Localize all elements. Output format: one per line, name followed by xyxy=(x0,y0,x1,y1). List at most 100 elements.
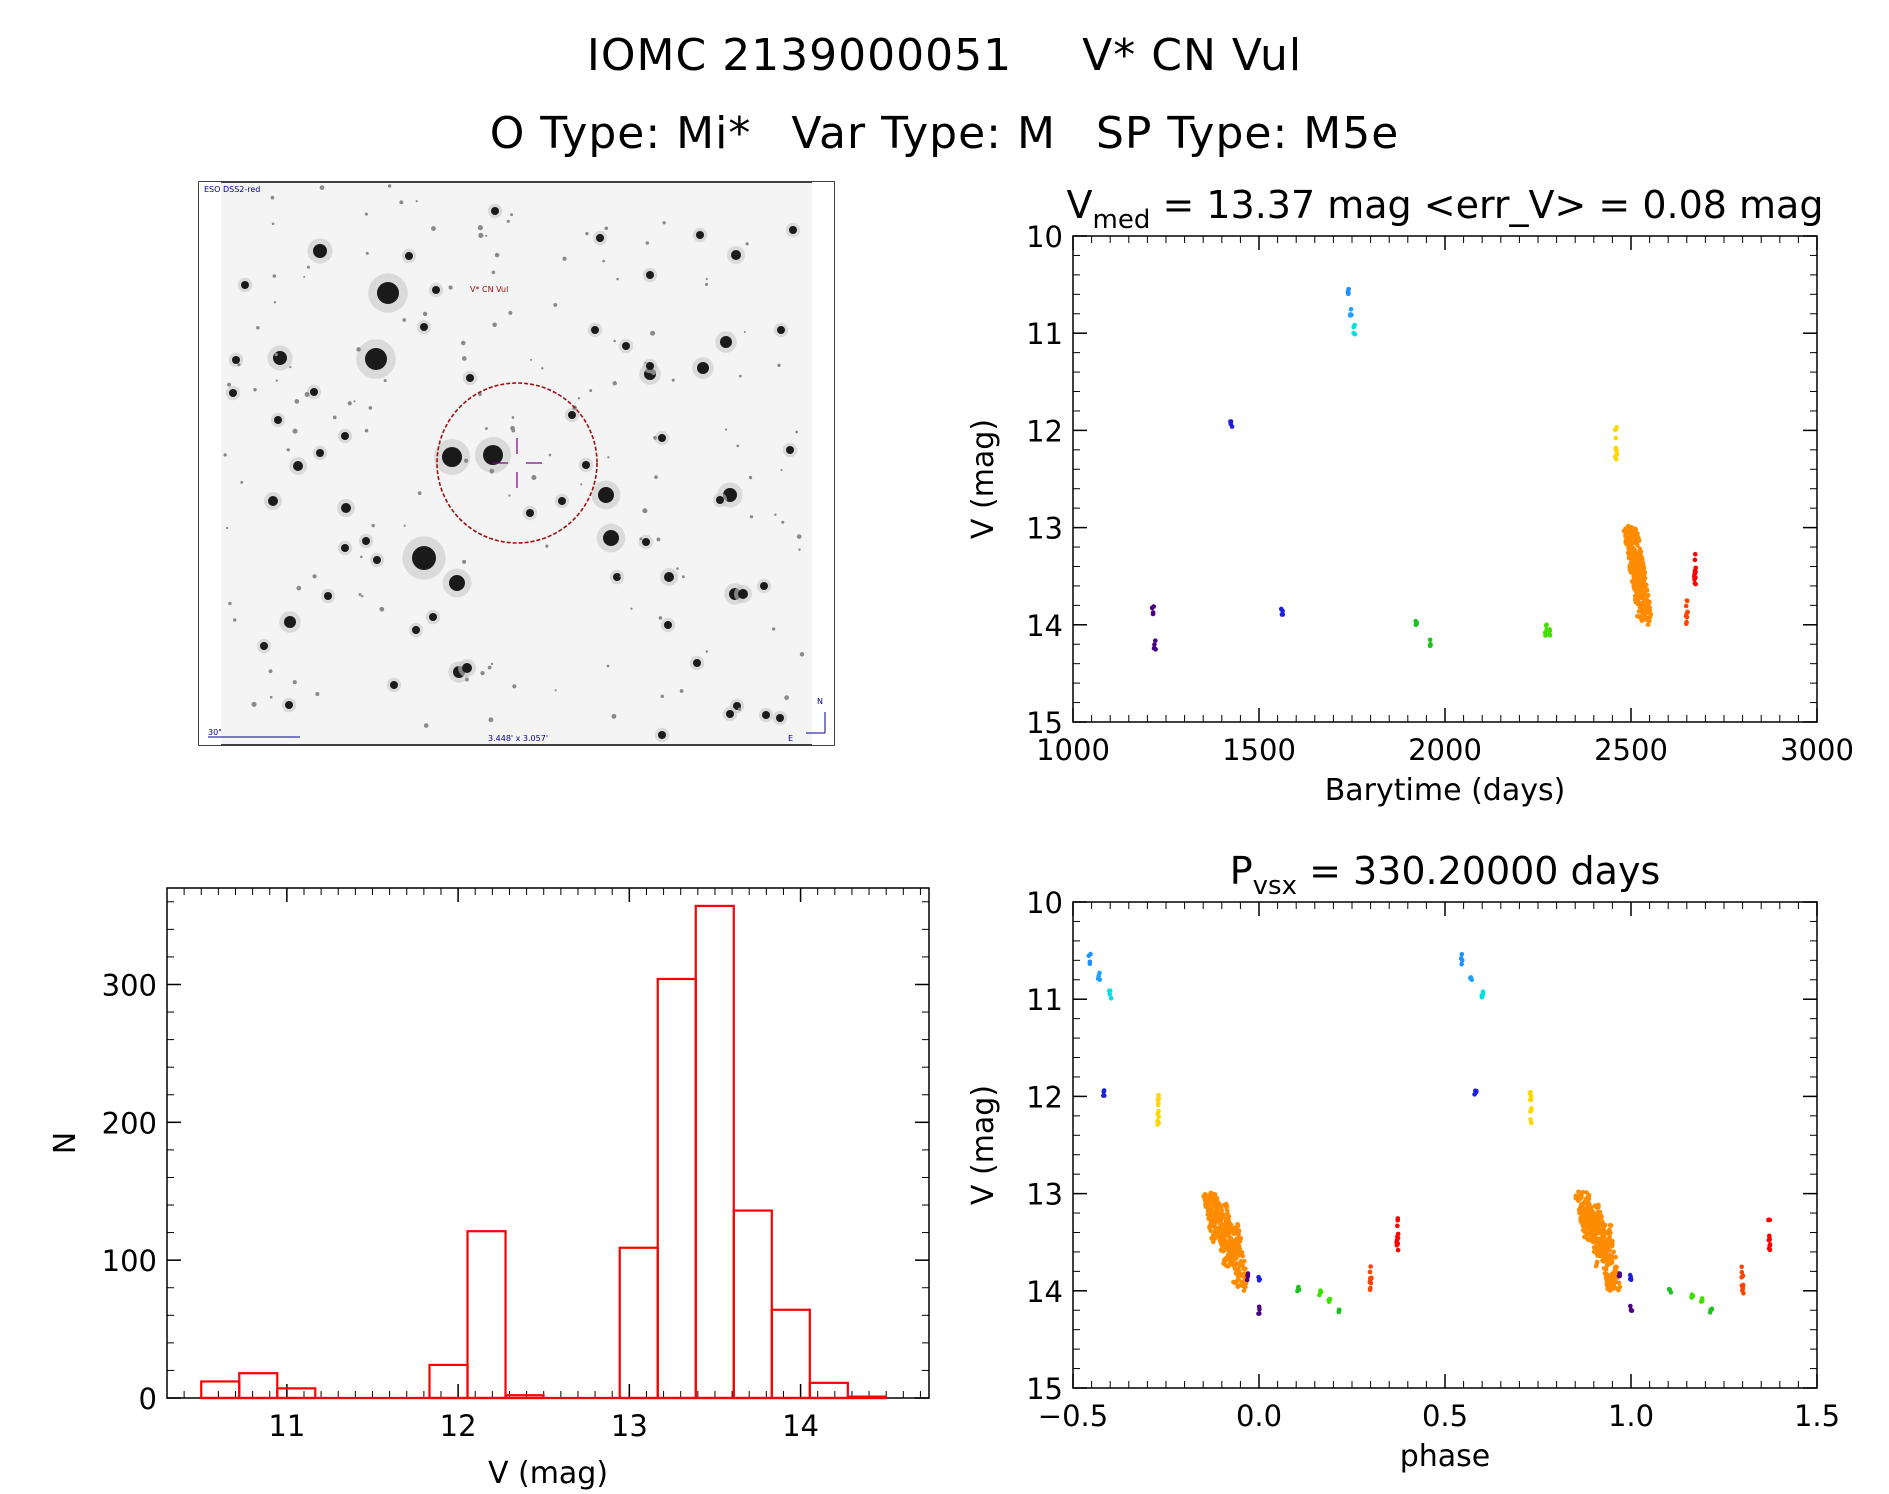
x-tick-label: −0.5 xyxy=(1038,1399,1108,1433)
data-point xyxy=(1594,1261,1600,1267)
faint-star xyxy=(606,664,610,668)
data-point xyxy=(1395,1247,1401,1253)
data-point xyxy=(1612,1279,1618,1284)
data-point xyxy=(1632,556,1638,562)
y-tick-label: 13 xyxy=(1026,1178,1063,1212)
data-point xyxy=(1591,1245,1597,1250)
figure-title-line2: O Type: Mi* Var Type: M SP Type: M5e xyxy=(0,108,1889,159)
faint-star xyxy=(585,232,589,236)
faint-star xyxy=(237,363,241,367)
data-point xyxy=(1367,1279,1373,1285)
star xyxy=(716,496,724,504)
star xyxy=(341,544,349,552)
faint-star xyxy=(296,585,302,591)
faint-star xyxy=(402,318,406,322)
data-point xyxy=(1580,1227,1586,1233)
star xyxy=(776,714,784,722)
histogram-bar xyxy=(618,1246,659,1400)
data-point xyxy=(1395,1217,1401,1223)
faint-star xyxy=(487,665,492,670)
data-point xyxy=(1607,1247,1612,1253)
finder-right-margin xyxy=(812,182,834,745)
x-tick-label: 1.0 xyxy=(1608,1399,1654,1433)
histogram-bar xyxy=(276,1387,317,1400)
data-point xyxy=(1367,1269,1373,1275)
data-point xyxy=(1617,1284,1623,1290)
x-tick-label: 1.5 xyxy=(1794,1399,1840,1433)
y-axis-label: N xyxy=(48,1132,83,1154)
data-point xyxy=(1395,1223,1400,1229)
data-point xyxy=(1689,1292,1695,1297)
x-tick-label: 12 xyxy=(440,1409,477,1443)
star xyxy=(341,432,349,440)
data-point xyxy=(1604,1281,1609,1287)
data-point xyxy=(1232,1266,1238,1272)
data-point xyxy=(1605,1273,1611,1278)
faint-star xyxy=(463,458,469,463)
data-point xyxy=(1233,1240,1239,1246)
data-point xyxy=(1625,523,1631,529)
star xyxy=(293,461,303,471)
data-point xyxy=(1598,1245,1604,1251)
data-point xyxy=(1641,615,1646,621)
data-point xyxy=(1212,1225,1218,1230)
faint-star xyxy=(371,523,375,528)
data-point xyxy=(1156,1114,1162,1119)
data-point xyxy=(1614,451,1620,457)
data-point xyxy=(1766,1233,1772,1239)
data-point xyxy=(1740,1282,1746,1288)
faint-star xyxy=(577,396,581,400)
data-point xyxy=(1630,545,1636,551)
faint-star xyxy=(387,184,392,188)
faint-star xyxy=(383,379,387,383)
data-point xyxy=(1631,540,1637,546)
x-tick-label: 2000 xyxy=(1408,733,1482,767)
faint-star xyxy=(240,480,244,484)
data-point xyxy=(1608,1253,1614,1258)
data-point xyxy=(1613,1254,1618,1260)
faint-star xyxy=(315,691,320,696)
data-point xyxy=(1395,1231,1401,1237)
data-point xyxy=(1628,530,1634,535)
star xyxy=(658,434,666,442)
star xyxy=(412,546,436,570)
data-point xyxy=(1613,1286,1619,1291)
object-id: IOMC 2139000051 xyxy=(586,30,1013,81)
data-point xyxy=(1629,1308,1634,1313)
faint-star xyxy=(223,453,227,457)
data-point xyxy=(1203,1202,1208,1208)
faint-star xyxy=(541,367,544,370)
data-point xyxy=(1605,1261,1610,1267)
data-point xyxy=(1635,590,1640,596)
data-point xyxy=(1648,612,1654,617)
star xyxy=(324,592,332,600)
data-point xyxy=(1698,1299,1704,1304)
data-point xyxy=(1596,1236,1601,1241)
data-point xyxy=(1604,1254,1609,1260)
star xyxy=(777,326,785,334)
scale-label: 30" xyxy=(208,728,222,737)
data-point xyxy=(1226,1214,1232,1219)
x-tick-label: 2500 xyxy=(1594,733,1668,767)
faint-star xyxy=(274,352,278,357)
data-point xyxy=(1646,599,1652,605)
data-point xyxy=(1211,1234,1216,1240)
data-point xyxy=(1369,1275,1374,1281)
data-point xyxy=(1222,1257,1227,1263)
data-point xyxy=(1528,1097,1534,1102)
faint-star xyxy=(422,311,428,317)
faint-star xyxy=(286,448,290,452)
y-axis-label: V (mag) xyxy=(966,419,1001,539)
star xyxy=(664,621,672,629)
star xyxy=(390,681,398,689)
faint-star xyxy=(256,325,260,330)
target-crosshair xyxy=(492,438,542,488)
data-point xyxy=(1604,1238,1610,1243)
y-tick-label: 200 xyxy=(102,1106,157,1140)
star xyxy=(789,226,797,234)
faint-star xyxy=(613,339,616,343)
star xyxy=(582,461,590,469)
data-point xyxy=(1150,611,1156,617)
data-point xyxy=(1205,1193,1210,1199)
